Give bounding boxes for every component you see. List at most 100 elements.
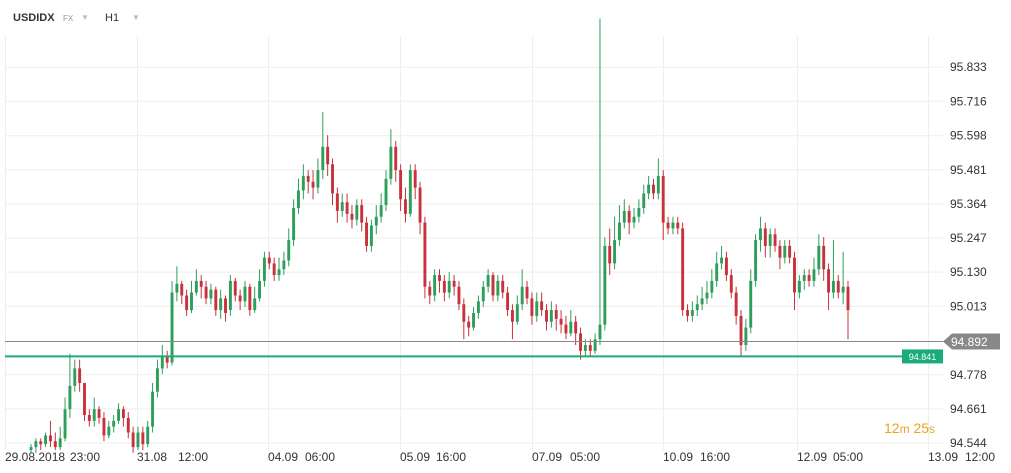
candle-body: [248, 286, 252, 311]
candle-body: [647, 184, 651, 194]
candle-body: [491, 275, 495, 296]
candle-body: [637, 208, 641, 217]
candle-body: [311, 181, 315, 188]
candle-body: [316, 170, 320, 188]
symbol-label[interactable]: USDIDX: [13, 12, 55, 24]
candle-body: [141, 432, 145, 445]
candle-body: [126, 417, 130, 433]
candle-body: [583, 345, 587, 351]
x-tick-label: 05:00: [570, 450, 600, 464]
candle-body: [676, 222, 680, 229]
candle-countdown-timer: 12m 25s: [884, 420, 935, 436]
current-price-label: 94.892: [951, 335, 988, 349]
candle-body: [545, 310, 548, 322]
candle-body: [622, 210, 626, 223]
candle-body: [510, 310, 514, 322]
candle-body: [228, 280, 232, 311]
market-label[interactable]: FX: [63, 14, 74, 23]
candle-body: [238, 295, 242, 302]
candle-body: [467, 321, 471, 328]
candle-body: [194, 280, 198, 293]
timeframe-selector[interactable]: H1: [105, 12, 120, 24]
candle-body: [374, 216, 378, 226]
candle-body: [729, 275, 733, 293]
candle-body: [326, 146, 330, 165]
candle-body: [695, 304, 699, 311]
y-tick-label: 95.833: [950, 60, 987, 74]
chart-grid: [5, 36, 943, 450]
candle-body: [700, 298, 704, 305]
candle-body: [306, 175, 310, 182]
candle-body: [219, 298, 223, 311]
candle-body: [151, 391, 155, 427]
candle-body: [841, 286, 845, 293]
candle-body: [277, 269, 281, 276]
x-tick-label: 12:00: [965, 450, 995, 464]
candle-body: [399, 170, 403, 200]
candle-body: [73, 368, 77, 386]
candle-body: [199, 280, 203, 287]
candle-body: [540, 301, 544, 311]
candle-body: [185, 295, 189, 311]
candle-body: [768, 234, 772, 246]
candle-body: [165, 356, 169, 363]
candle-body: [102, 417, 106, 436]
candle-body: [724, 257, 728, 276]
candle-body: [258, 280, 262, 299]
candle-body: [282, 260, 286, 270]
candle-body: [788, 245, 792, 258]
candle-body: [574, 321, 578, 334]
candle-body: [204, 286, 208, 299]
candle-body: [321, 146, 325, 171]
candle-body: [535, 301, 539, 316]
candle-body: [97, 409, 101, 418]
candle-body: [355, 205, 359, 220]
timeframe-dropdown-icon[interactable]: ▼: [132, 13, 140, 22]
timer-minutes: 12: [884, 420, 900, 436]
candle-body: [520, 286, 524, 305]
candle-body: [53, 441, 57, 448]
candle-body: [112, 420, 116, 427]
candle-body: [827, 269, 831, 293]
candle-body: [136, 432, 140, 448]
candle-body: [802, 275, 806, 281]
y-tick-label: 94.661: [950, 402, 987, 416]
x-tick-label: 06:00: [305, 450, 335, 464]
current-price-tag: [943, 333, 1000, 350]
candle-body: [632, 216, 636, 223]
candle-body: [559, 318, 563, 325]
candle-body: [836, 280, 840, 293]
y-tick-label: 95.364: [950, 197, 987, 211]
candle-body: [233, 280, 237, 296]
candle-body: [403, 199, 407, 214]
candle-body: [627, 210, 631, 223]
candle-body: [763, 228, 767, 246]
candle-body: [384, 178, 388, 206]
candle-body: [710, 280, 714, 293]
candle-body: [146, 426, 150, 445]
candle-body: [350, 213, 354, 220]
candle-body: [29, 447, 33, 450]
candle-body: [92, 409, 96, 421]
y-tick-label: 95.130: [950, 265, 987, 279]
candle-body: [793, 257, 796, 293]
timer-minutes-unit: m: [899, 422, 910, 436]
candle-body: [345, 202, 349, 214]
candle-body: [554, 310, 558, 319]
y-tick-label: 94.778: [950, 368, 987, 382]
market-dropdown-icon[interactable]: ▼: [81, 13, 89, 22]
candle-body: [501, 280, 505, 293]
candle-body: [335, 193, 339, 211]
candle-body: [214, 289, 218, 311]
candle-body: [267, 257, 271, 264]
price-lines: 94.841 94.892: [5, 333, 1000, 364]
candle-body: [564, 324, 568, 334]
candle-body: [292, 208, 296, 241]
x-tick-label: 31.08: [137, 450, 167, 464]
candle-body: [525, 286, 529, 299]
candle-body: [598, 324, 602, 340]
candle-body: [486, 275, 490, 287]
price-axis: 95.833 95.716 95.598 95.481 95.364 95.247 95.1…: [950, 60, 987, 450]
candle-body: [744, 327, 748, 346]
